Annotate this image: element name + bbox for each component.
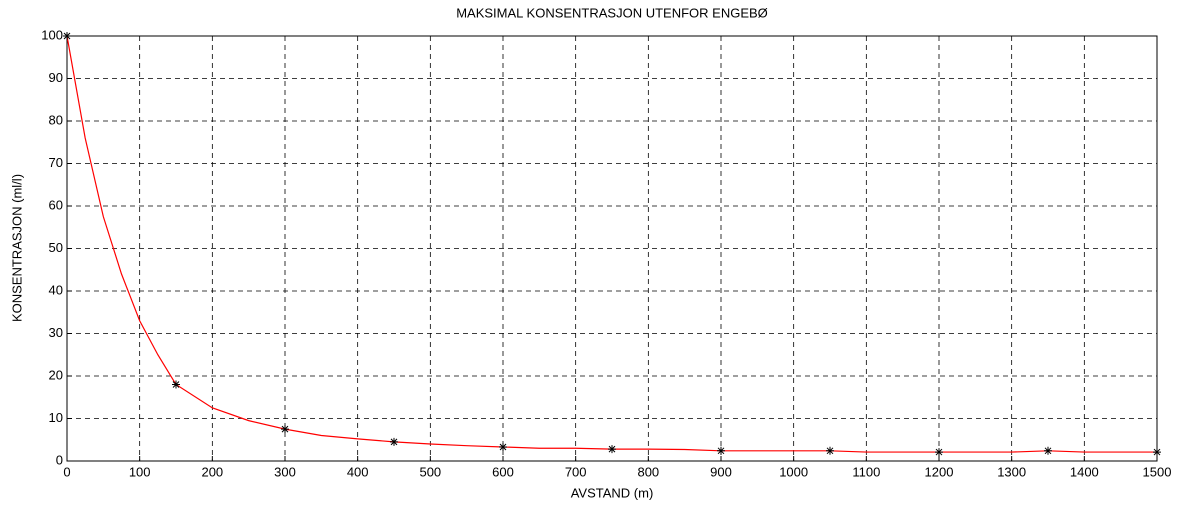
data-marker — [1044, 446, 1052, 455]
y-tick-label: 30 — [49, 325, 63, 340]
data-marker — [390, 437, 398, 446]
x-tick-label: 400 — [347, 464, 369, 479]
x-tick-label: 1100 — [852, 464, 880, 479]
x-axis-label: AVSTAND (m) — [571, 485, 654, 500]
x-tick-label: 300 — [274, 464, 296, 479]
y-tick-label: 70 — [49, 155, 63, 170]
y-tick-label: 90 — [49, 70, 63, 85]
y-tick-label: 10 — [49, 410, 63, 425]
y-tick-label: 40 — [49, 282, 63, 297]
y-tick-label: 0 — [56, 452, 63, 467]
x-tick-label: 200 — [201, 464, 223, 479]
y-axis-label: KONSENTRASJON (ml/l) — [9, 174, 24, 322]
data-marker — [608, 445, 616, 454]
data-marker — [281, 425, 289, 434]
x-tick-label: 900 — [710, 464, 732, 479]
plot-frame — [66, 35, 1158, 462]
x-tick-label: 700 — [565, 464, 587, 479]
chart-title: MAKSIMAL KONSENTRASJON UTENFOR ENGEBØ — [456, 5, 768, 20]
data-marker — [499, 442, 507, 451]
x-tick-label: 500 — [419, 464, 441, 479]
data-marker — [717, 446, 725, 455]
data-line — [66, 35, 1157, 453]
x-tick-label: 1500 — [1143, 464, 1172, 479]
y-tick-label: 50 — [49, 240, 63, 255]
y-tick-label: 80 — [49, 112, 63, 127]
x-tick-label: 600 — [492, 464, 514, 479]
x-tick-label: 1400 — [1070, 464, 1099, 479]
data-marker — [63, 32, 71, 40]
data-marker — [935, 448, 943, 457]
y-tick-label: 60 — [49, 197, 63, 212]
x-tick-label: 1200 — [925, 464, 954, 479]
x-tick-label: 1000 — [779, 464, 808, 479]
x-tick-label: 100 — [129, 464, 151, 479]
y-tick-label: 100 — [41, 27, 63, 42]
data-marker — [1153, 448, 1161, 457]
x-tick-label: 0 — [63, 464, 70, 479]
x-tick-label: 1300 — [997, 464, 1026, 479]
data-marker — [172, 380, 180, 389]
data-marker — [826, 446, 834, 455]
y-tick-label: 20 — [49, 367, 63, 382]
x-tick-label: 800 — [637, 464, 659, 479]
